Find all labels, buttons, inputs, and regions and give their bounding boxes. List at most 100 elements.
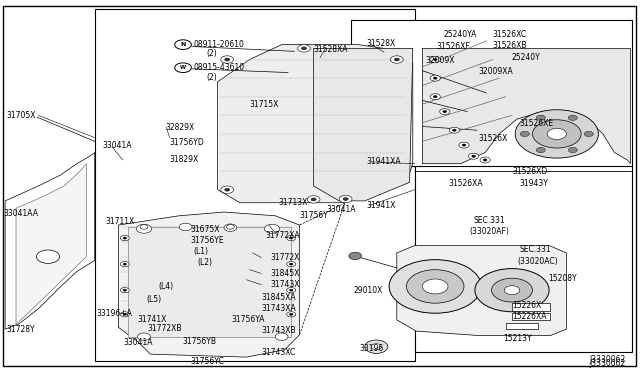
Circle shape — [123, 237, 127, 239]
Circle shape — [459, 142, 469, 148]
Text: W: W — [180, 65, 186, 70]
Text: 31845XA: 31845XA — [261, 293, 296, 302]
Text: (L2): (L2) — [197, 258, 212, 267]
Circle shape — [390, 56, 403, 63]
Bar — [128, 227, 291, 337]
Circle shape — [568, 147, 577, 153]
Text: 31756YD: 31756YD — [170, 138, 204, 147]
Circle shape — [475, 269, 549, 312]
Text: 31526XE: 31526XE — [520, 119, 554, 128]
Text: 31743XB: 31743XB — [261, 326, 296, 335]
Circle shape — [138, 333, 150, 340]
Circle shape — [536, 115, 545, 121]
Text: 31943Y: 31943Y — [520, 179, 548, 187]
Text: 31941XA: 31941XA — [366, 157, 401, 166]
Text: 08915-43610: 08915-43610 — [193, 63, 244, 72]
Polygon shape — [16, 164, 86, 324]
Circle shape — [120, 312, 129, 317]
Circle shape — [221, 56, 234, 63]
Circle shape — [422, 279, 448, 294]
Circle shape — [515, 110, 598, 158]
Circle shape — [298, 45, 310, 52]
Text: 31675X: 31675X — [191, 225, 220, 234]
Bar — [506, 323, 538, 329]
Circle shape — [301, 47, 307, 50]
Circle shape — [289, 263, 293, 265]
Circle shape — [440, 109, 450, 115]
Text: 15226XA: 15226XA — [512, 312, 547, 321]
Text: 32009XA: 32009XA — [479, 67, 513, 76]
Polygon shape — [218, 45, 413, 203]
Circle shape — [394, 58, 399, 61]
Text: 31756YB: 31756YB — [182, 337, 216, 346]
Text: 31772XB: 31772XB — [147, 324, 182, 333]
Circle shape — [123, 263, 127, 265]
Text: 31713X: 31713X — [278, 198, 308, 207]
Text: SEC.331: SEC.331 — [474, 216, 505, 225]
Circle shape — [433, 96, 437, 98]
Circle shape — [264, 224, 280, 233]
Circle shape — [449, 127, 460, 133]
Circle shape — [365, 340, 388, 353]
Text: 15208Y: 15208Y — [548, 274, 577, 283]
Circle shape — [275, 333, 288, 340]
Circle shape — [430, 94, 440, 100]
Text: (2): (2) — [206, 73, 217, 82]
Text: 25240Y: 25240Y — [512, 53, 541, 62]
Polygon shape — [422, 48, 630, 164]
Text: 31845X: 31845X — [270, 269, 300, 278]
Text: (33020AF): (33020AF) — [469, 227, 509, 236]
Polygon shape — [397, 246, 566, 336]
Circle shape — [140, 225, 148, 229]
Polygon shape — [118, 212, 300, 357]
Text: 15213Y: 15213Y — [503, 334, 532, 343]
Circle shape — [225, 58, 230, 61]
Circle shape — [120, 288, 129, 293]
Text: 33041AA: 33041AA — [3, 209, 38, 218]
Text: 31526XA: 31526XA — [448, 179, 483, 187]
Circle shape — [492, 278, 532, 302]
Circle shape — [179, 223, 192, 231]
Text: 31728Y: 31728Y — [6, 325, 35, 334]
Text: J3330062: J3330062 — [589, 359, 626, 368]
Text: 31526X: 31526X — [479, 134, 508, 143]
Circle shape — [430, 57, 440, 62]
Circle shape — [483, 159, 487, 161]
Circle shape — [120, 235, 129, 241]
Text: 31756YA: 31756YA — [232, 315, 265, 324]
Circle shape — [472, 155, 476, 157]
Circle shape — [289, 313, 293, 315]
Circle shape — [289, 289, 293, 291]
Circle shape — [225, 188, 230, 191]
Circle shape — [443, 110, 447, 113]
Circle shape — [547, 128, 566, 140]
Circle shape — [221, 186, 234, 193]
Circle shape — [462, 144, 466, 146]
Circle shape — [123, 289, 127, 291]
Circle shape — [452, 129, 456, 131]
Text: (2): (2) — [206, 49, 217, 58]
Text: 31715X: 31715X — [250, 100, 279, 109]
Text: (L1): (L1) — [193, 247, 208, 256]
Text: 29010X: 29010X — [353, 286, 383, 295]
Circle shape — [175, 40, 191, 49]
Text: 31526XB: 31526XB — [493, 41, 527, 50]
Text: 32009X: 32009X — [426, 56, 455, 65]
Bar — [512, 303, 550, 311]
Circle shape — [568, 115, 577, 121]
Circle shape — [532, 120, 581, 148]
Bar — [415, 164, 632, 352]
Text: 33041A: 33041A — [326, 205, 356, 214]
Text: J3330062: J3330062 — [589, 355, 626, 364]
Circle shape — [536, 147, 545, 153]
Text: 31743XC: 31743XC — [261, 348, 296, 357]
Circle shape — [36, 250, 60, 263]
Circle shape — [287, 235, 296, 241]
Text: (L5): (L5) — [146, 295, 161, 304]
Circle shape — [307, 196, 320, 203]
Text: 33041A: 33041A — [102, 141, 132, 150]
Circle shape — [175, 63, 191, 73]
Text: 15226X: 15226X — [512, 301, 541, 310]
Circle shape — [289, 237, 293, 239]
Circle shape — [389, 260, 481, 313]
